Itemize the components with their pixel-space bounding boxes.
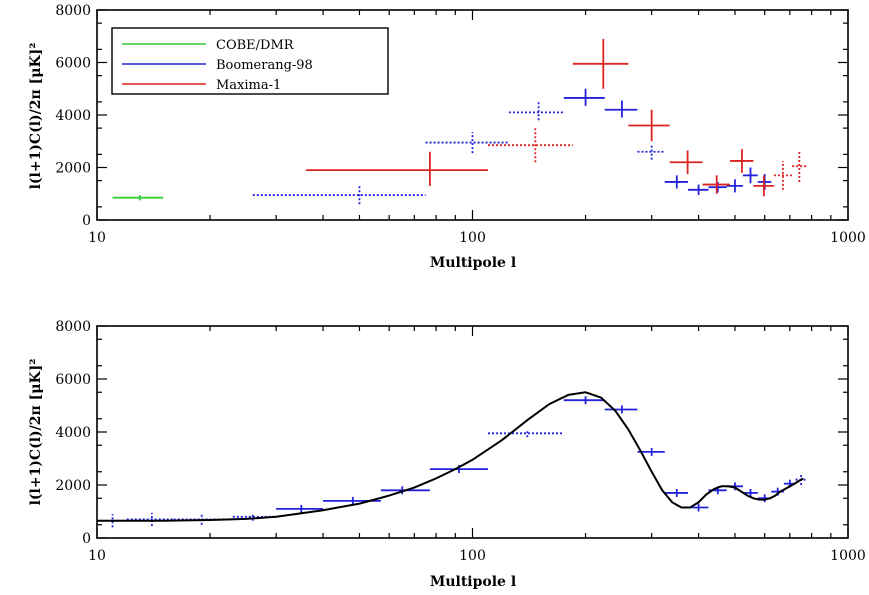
legend-label-maxima: Maxima-1	[216, 78, 281, 93]
y-tick-label: 4000	[55, 425, 91, 441]
y-tick-label: 0	[82, 213, 91, 229]
x-tick-label: 100	[459, 230, 486, 246]
top-panel: 10 100 1000 0 2000 4000 6000 8000 Multipole l l…	[28, 3, 866, 271]
bottom-plot-frame	[96, 325, 849, 539]
bottom-x-axis-title: Multipole l	[430, 574, 516, 590]
top-y-axis-title: l(l+1)C(l)/2π [μK]²	[28, 43, 44, 190]
y-tick-label: 6000	[55, 372, 91, 388]
top-legend: COBE/DMR Boomerang-98 Maxima-1	[111, 27, 389, 95]
plot-frame	[96, 325, 849, 539]
top-x-axis-title: Multipole l	[430, 255, 516, 271]
bottom-plot-ticks: 10 100 1000 0 2000 4000 6000 8000	[55, 319, 865, 564]
x-tick-label: 10	[88, 230, 106, 246]
model-curve	[97, 391, 804, 522]
y-tick-label: 4000	[55, 108, 91, 124]
bottom-y-axis-title: l(l+1)C(l)/2π [μK]²	[28, 359, 44, 506]
legend-box	[111, 27, 389, 95]
top-plot-marks	[112, 38, 807, 205]
y-tick-label: 8000	[55, 319, 91, 335]
bottom-panel: 10 100 1000 0 2000 4000 6000 8000 Multipole l l…	[28, 319, 866, 590]
y-tick-label: 8000	[55, 3, 91, 19]
x-tick-label: 1000	[830, 230, 866, 246]
y-tick-label: 2000	[55, 161, 91, 177]
legend-label-cobe: COBE/DMR	[216, 38, 295, 53]
bottom-plot-marks	[97, 391, 807, 528]
x-tick-label: 1000	[830, 548, 866, 564]
y-tick-label: 0	[82, 531, 91, 547]
legend-label-boomerang: Boomerang-98	[216, 58, 313, 73]
x-tick-label: 10	[88, 548, 106, 564]
top-plot-ticks: 10 100 1000 0 2000 4000 6000 8000	[55, 3, 865, 246]
y-tick-label: 6000	[55, 56, 91, 72]
y-tick-label: 2000	[55, 478, 91, 494]
x-tick-label: 100	[459, 548, 486, 564]
